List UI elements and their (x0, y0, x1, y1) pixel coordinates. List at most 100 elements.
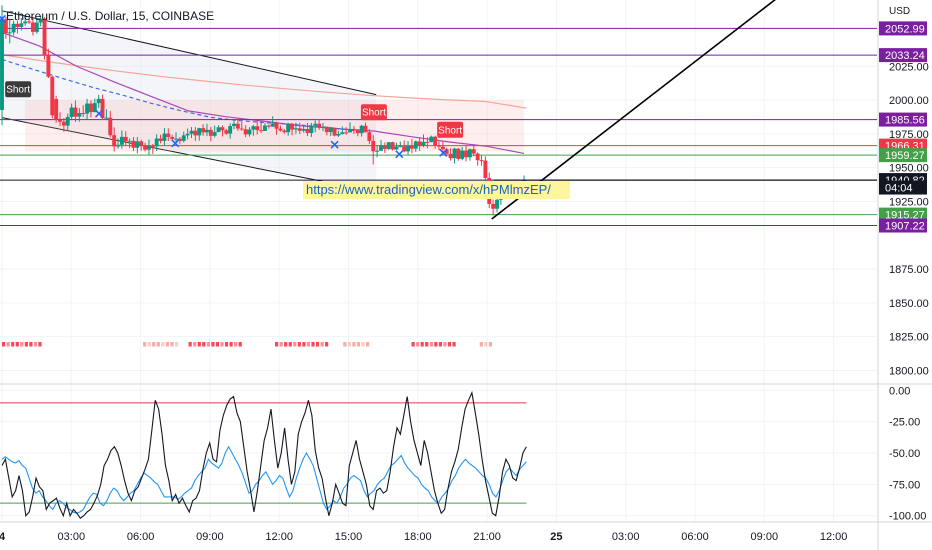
candle-body (73, 107, 78, 117)
signal-square (229, 342, 233, 347)
grid (0, 0, 877, 522)
signal-square (452, 342, 456, 347)
time-axis-label: 15:00 (335, 531, 363, 543)
candle-body (444, 149, 449, 154)
candle-body (224, 130, 229, 134)
candle-body (321, 126, 325, 128)
price-axis-label: 1850.00 (889, 298, 929, 310)
candle-body (301, 129, 306, 131)
signal-square (425, 342, 429, 347)
candle-body (162, 133, 167, 141)
signal-label-box (360, 104, 387, 121)
oscillator-slow-line (1, 445, 527, 514)
candle-body (19, 23, 24, 27)
signal-square (279, 342, 283, 347)
candle-body (317, 123, 322, 128)
time-axis-label: 03:00 (612, 531, 640, 543)
candle-body (467, 149, 472, 158)
candle-body (42, 18, 47, 56)
candle-body (232, 123, 236, 127)
signal-square (420, 342, 424, 347)
oscillator-axis-label: -75.00 (889, 479, 920, 491)
candle-body (92, 103, 97, 113)
signal-square (20, 342, 24, 347)
candle-body (255, 126, 260, 131)
price-tag-text: 1907.22 (885, 221, 925, 233)
candle-body (394, 146, 399, 150)
cross-marker (330, 140, 339, 149)
signal-square (411, 342, 415, 347)
candle-body (3, 19, 8, 34)
price-tag-text: 1985.56 (885, 115, 925, 127)
signal-square (366, 342, 370, 347)
candle-body (38, 18, 43, 23)
candle-body (46, 55, 51, 77)
candle-body (228, 126, 233, 134)
candle-body (290, 123, 294, 130)
candle-body (239, 128, 244, 130)
candle-body (440, 146, 445, 150)
candle-body (201, 128, 206, 133)
candle-body (433, 136, 438, 146)
signal-label-text: Short (362, 108, 386, 119)
candle-body (154, 138, 159, 147)
signal-label-box (437, 121, 464, 138)
candle-body (108, 117, 113, 136)
snapshot-url-text: https://www.tradingview.com/x/hPMlmzEP/ (306, 182, 551, 197)
candle-body (54, 99, 59, 121)
chart-title: Ethereum / U.S. Dollar, 15, COINBASE (6, 9, 215, 23)
signal-square (443, 342, 447, 347)
candle-body (0, 19, 4, 110)
time-axis-label: 06:00 (681, 531, 709, 543)
signal-square (416, 342, 420, 347)
candle-body (421, 141, 426, 146)
price-tag-text: 1959.27 (885, 150, 925, 162)
signal-square (143, 342, 147, 347)
candle-body (309, 125, 314, 133)
candle-body (100, 98, 105, 119)
candle-body (135, 141, 140, 148)
signal-square (15, 342, 19, 347)
signal-square (202, 342, 206, 347)
signal-square (306, 342, 311, 347)
candle-body (491, 203, 496, 209)
candle-body (131, 140, 136, 148)
candle-body (348, 128, 352, 133)
price-axis-label: 1950.00 (889, 163, 929, 175)
signal-square (29, 342, 33, 347)
signal-label-box (5, 81, 32, 98)
signal-label-text: Short (438, 125, 462, 136)
price-tag-background (879, 180, 927, 195)
candle-body (139, 141, 144, 145)
time-axis-label: 25 (550, 531, 562, 543)
candle-body (263, 125, 267, 131)
candle-body (174, 138, 178, 140)
signal-square (24, 342, 28, 347)
price-tag-text: 04:04 (885, 183, 913, 195)
signal-square (352, 342, 356, 347)
price-axis-label: 2000.00 (889, 95, 929, 107)
signal-square (38, 342, 42, 347)
candle-body (452, 148, 457, 159)
candle-body (11, 23, 16, 33)
oscillator-pane (0, 383, 932, 520)
candle-body (170, 137, 175, 139)
candle-body (189, 130, 194, 134)
candle-body (344, 132, 349, 134)
candle-body (123, 136, 128, 142)
price-tag: 2052.99 (879, 21, 927, 36)
candle-body (495, 199, 499, 209)
moving-average-line (1, 54, 527, 109)
signal-square (293, 342, 297, 347)
candle-body (406, 145, 410, 152)
snapshot-url: https://www.tradingview.com/x/hPMlmzEP/ (303, 181, 570, 199)
candle-body (479, 160, 484, 162)
candle-body (270, 123, 275, 127)
time-axis: 4 03:00 06:00 09:00 12:00 15:00 18:00 21:00 25 03… (0, 521, 932, 543)
candle-body (197, 128, 202, 136)
signal-square (6, 342, 10, 347)
price-axis-label: 1825.00 (889, 332, 929, 344)
currency-label: USD (889, 6, 911, 17)
cross-marker (0, 14, 7, 23)
